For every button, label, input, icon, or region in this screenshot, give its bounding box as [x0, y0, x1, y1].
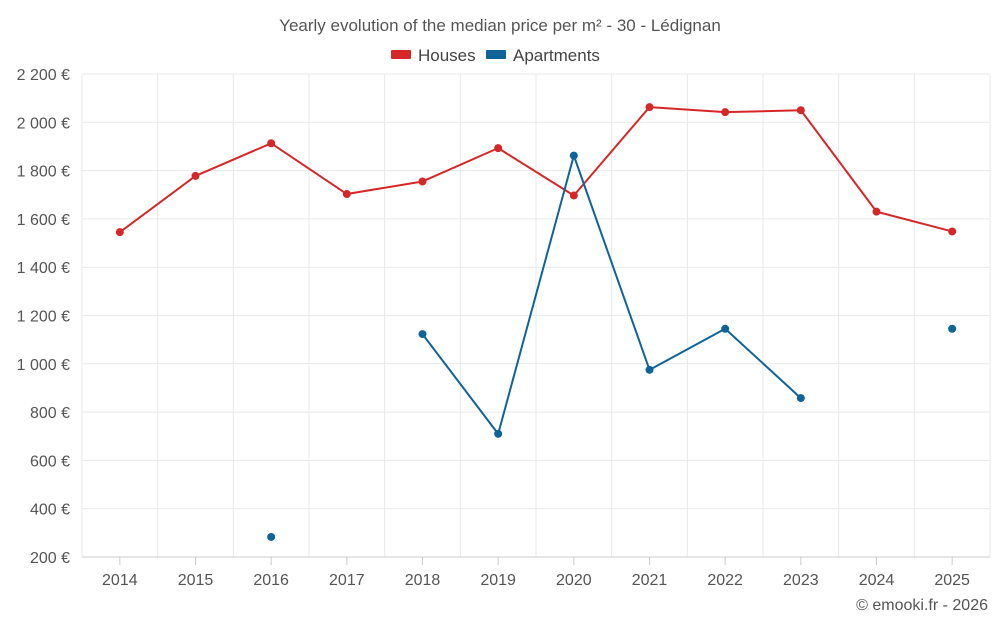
- y-tick-label: 400 €: [30, 502, 70, 519]
- y-tick-label: 1 000 €: [17, 357, 70, 374]
- y-tick-label: 1 800 €: [17, 164, 70, 181]
- x-tick-label: 2020: [556, 572, 592, 589]
- x-tick-label: 2023: [783, 572, 819, 589]
- x-tick-label: 2024: [859, 572, 895, 589]
- data-point-apartments: [948, 324, 957, 333]
- chart-title: Yearly evolution of the median price per…: [279, 16, 721, 35]
- y-tick-label: 200 €: [30, 550, 70, 567]
- data-point-houses: [569, 191, 578, 200]
- data-point-apartments: [267, 532, 276, 541]
- x-tick-label: 2022: [707, 572, 743, 589]
- x-tick-label: 2019: [480, 572, 516, 589]
- x-tick-label: 2021: [632, 572, 668, 589]
- x-tick-label: 2015: [178, 572, 214, 589]
- data-point-apartments: [645, 365, 654, 374]
- y-tick-label: 1 600 €: [17, 212, 70, 229]
- data-point-houses: [721, 108, 730, 117]
- data-point-houses: [872, 207, 881, 216]
- data-point-apartments: [494, 429, 503, 438]
- data-point-houses: [267, 139, 276, 148]
- data-point-apartments: [569, 151, 578, 160]
- y-tick-label: 1 400 €: [17, 260, 70, 277]
- grid: [81, 73, 991, 558]
- axes: 200 € 400 € 600 € 800 € 1 000 € 1 200 € 1 400 …: [17, 67, 990, 589]
- data-point-houses: [191, 171, 200, 180]
- y-tick-label: 2 200 €: [17, 67, 70, 84]
- x-tick-label: 2017: [329, 572, 365, 589]
- legend-label-apartments: Apartments: [513, 46, 600, 65]
- y-tick-label: 1 200 €: [17, 309, 70, 326]
- series-line-houses: [119, 106, 953, 233]
- data-point-houses: [115, 228, 124, 237]
- data-point-houses: [342, 190, 351, 199]
- series-line-apartments: [421, 154, 802, 435]
- credit-text: © emooki.fr - 2026: [856, 597, 988, 614]
- y-tick-label: 600 €: [30, 453, 70, 470]
- data-point-houses: [494, 144, 503, 153]
- series: [115, 103, 957, 541]
- x-tick-label: 2018: [405, 572, 441, 589]
- legend: Houses Apartments: [391, 46, 600, 65]
- legend-label-houses: Houses: [418, 46, 476, 65]
- x-tick-label: 2025: [934, 572, 970, 589]
- data-point-houses: [645, 103, 654, 112]
- x-tick-label: 2014: [102, 572, 138, 589]
- y-tick-label: 2 000 €: [17, 115, 70, 132]
- x-tick-label: 2016: [253, 572, 289, 589]
- y-tick-label: 800 €: [30, 405, 70, 422]
- data-point-houses: [796, 106, 805, 115]
- data-point-houses: [418, 177, 427, 186]
- data-point-apartments: [796, 394, 805, 403]
- data-point-houses: [948, 227, 957, 236]
- data-point-apartments: [418, 330, 427, 339]
- legend-swatch-apartments: [486, 50, 506, 59]
- legend-swatch-houses: [391, 50, 411, 59]
- legend-item-apartments[interactable]: Apartments: [486, 46, 600, 65]
- data-point-apartments: [721, 324, 730, 333]
- legend-item-houses[interactable]: Houses: [391, 46, 476, 65]
